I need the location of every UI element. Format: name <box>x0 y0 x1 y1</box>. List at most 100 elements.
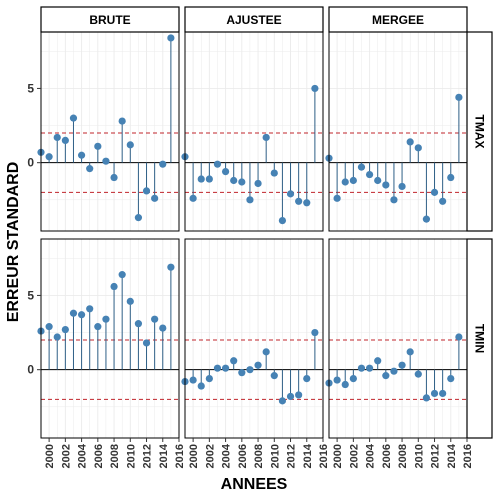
panel-background <box>41 239 179 438</box>
data-point <box>86 165 94 173</box>
data-point <box>414 370 422 378</box>
data-point <box>333 194 341 202</box>
data-point <box>189 194 197 202</box>
data-point <box>422 215 431 223</box>
data-point <box>406 348 414 356</box>
data-point <box>374 176 382 185</box>
facet-strips: BRUTE AJUSTEE MERGEE TMAX TMIN <box>40 6 493 439</box>
data-point <box>213 364 222 372</box>
data-point <box>134 214 143 222</box>
data-point <box>254 361 262 369</box>
x-tick-label: 2016 <box>462 444 474 468</box>
y-tick-label: 0 <box>27 156 34 170</box>
data-point <box>102 157 110 165</box>
data-point <box>374 357 382 365</box>
data-point <box>390 196 398 204</box>
x-tick-label: 2004 <box>221 443 233 468</box>
panel-tmin-mergee <box>325 238 468 439</box>
data-point <box>197 175 205 183</box>
data-point <box>262 348 270 356</box>
strip-label: BRUTE <box>89 13 130 27</box>
data-point <box>447 173 455 182</box>
data-point <box>270 372 278 380</box>
x-tick-label: 2008 <box>109 444 121 468</box>
strip-box <box>328 6 468 33</box>
x-tick-label: 2016 <box>174 444 186 468</box>
x-tick-label: 2012 <box>142 444 154 468</box>
x-tick-label: 2006 <box>381 444 393 468</box>
data-point <box>167 263 175 271</box>
data-point <box>439 197 447 205</box>
data-point <box>189 376 197 384</box>
y-axis-title: ERREUR STANDARD <box>5 162 22 323</box>
panel-background <box>329 239 467 438</box>
x-tick-label: 2000 <box>332 444 344 468</box>
data-point <box>197 382 205 390</box>
x-axis-title: ANNEES <box>221 476 288 493</box>
data-point <box>213 160 222 168</box>
panel-border <box>40 238 180 439</box>
data-point <box>159 160 167 168</box>
strip-label: MERGEE <box>372 13 424 27</box>
data-point <box>126 297 134 305</box>
data-point <box>286 392 295 401</box>
data-point <box>61 136 69 145</box>
data-point <box>295 197 303 205</box>
data-point <box>151 315 159 323</box>
data-point <box>311 328 319 337</box>
x-tick-label: 2002 <box>60 444 72 468</box>
data-point <box>357 163 366 171</box>
x-tick-label: 2010 <box>269 444 281 468</box>
data-point <box>110 173 118 182</box>
x-tick-label: 2006 <box>237 444 249 468</box>
x-tick-label: 2010 <box>413 444 425 468</box>
data-point <box>357 364 366 372</box>
data-point <box>86 305 94 313</box>
data-point <box>430 188 439 196</box>
strip-box <box>184 6 324 33</box>
x-tick-label: 2006 <box>93 444 105 468</box>
data-point <box>118 117 126 125</box>
data-point <box>53 333 61 341</box>
data-point <box>365 170 374 179</box>
data-point <box>398 182 406 191</box>
data-point <box>221 364 230 372</box>
data-point <box>414 144 422 152</box>
data-point <box>238 369 246 377</box>
y-tick-label: 5 <box>27 81 34 95</box>
data-point <box>455 333 463 341</box>
data-point <box>230 176 238 185</box>
data-point <box>102 315 110 323</box>
data-point <box>390 367 398 375</box>
strip-label: AJUSTEE <box>226 13 281 27</box>
data-point <box>295 391 303 399</box>
data-point <box>303 374 311 383</box>
panels-layer <box>37 31 468 439</box>
panel-background <box>41 32 179 231</box>
data-point <box>45 153 53 161</box>
data-point <box>126 141 134 149</box>
panel-border <box>184 238 324 439</box>
data-point <box>159 324 167 332</box>
panel-background <box>185 239 323 438</box>
data-point <box>349 374 357 383</box>
data-point <box>246 366 254 374</box>
strip-box <box>466 31 493 232</box>
panel-tmax-ajustee <box>181 31 324 232</box>
x-tick-label: 2000 <box>188 444 200 468</box>
data-point <box>110 282 118 291</box>
data-point <box>94 323 102 331</box>
strip-label: TMAX <box>473 115 487 149</box>
y-tick-label: 0 <box>27 363 34 377</box>
data-point <box>221 167 230 176</box>
data-point <box>246 196 254 204</box>
strip-ajustee: AJUSTEE <box>184 6 324 33</box>
data-point <box>151 194 159 202</box>
data-point <box>422 394 431 402</box>
x-tick-label: 2014 <box>446 443 458 468</box>
data-point <box>205 374 213 383</box>
x-tick-label: 2004 <box>77 443 89 468</box>
data-point <box>69 114 78 122</box>
x-tick-label: 2012 <box>286 444 298 468</box>
